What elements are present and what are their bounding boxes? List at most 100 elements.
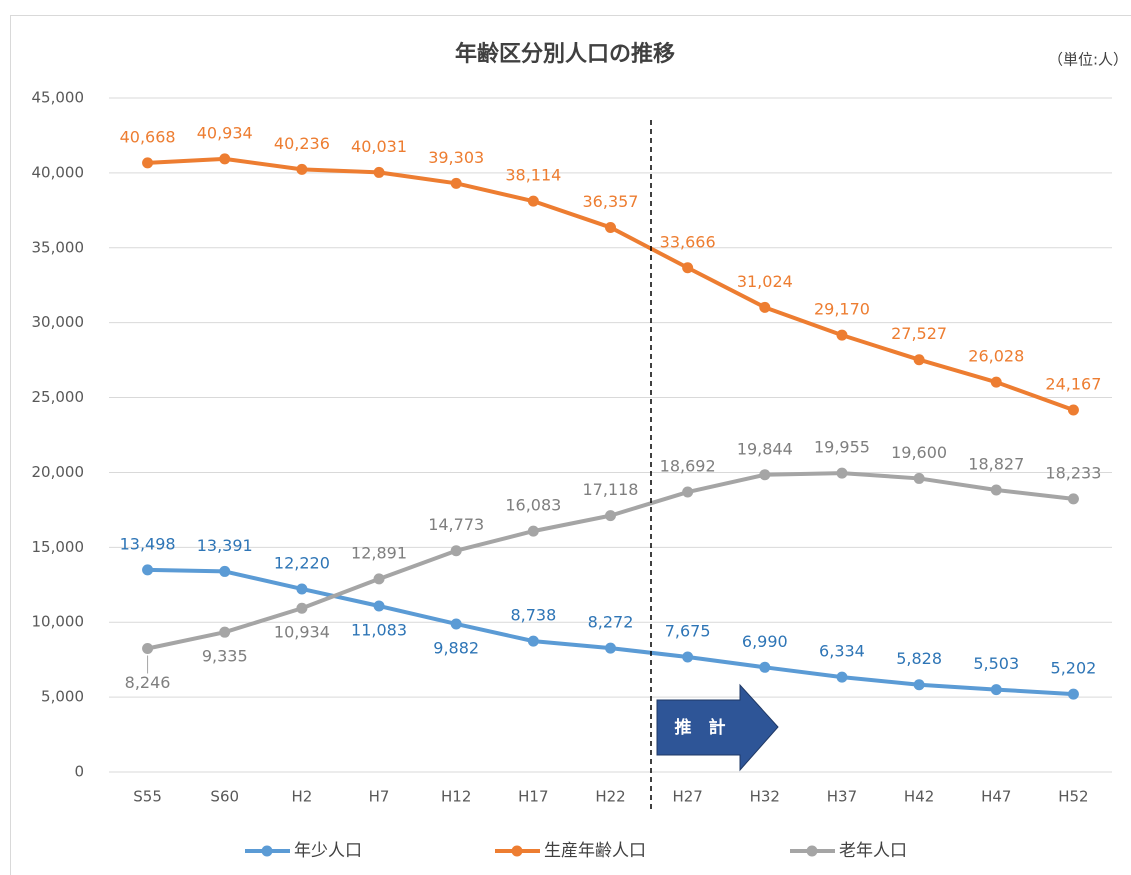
data-label: 9,882 xyxy=(433,638,479,657)
data-label: 19,600 xyxy=(891,443,947,462)
data-point xyxy=(296,583,308,595)
data-label: 38,114 xyxy=(505,166,561,185)
data-label: 40,236 xyxy=(274,134,330,153)
data-point xyxy=(527,525,539,537)
data-point xyxy=(450,177,462,189)
y-tick-label: 10,000 xyxy=(32,613,85,631)
data-label: 13,391 xyxy=(197,536,253,555)
data-label: 18,233 xyxy=(1045,463,1101,482)
chart-title: 年齢区分別人口の推移 xyxy=(455,41,675,67)
y-tick-label: 40,000 xyxy=(32,163,85,181)
data-label: 12,891 xyxy=(351,543,407,562)
x-tick-label: H7 xyxy=(369,788,390,806)
data-label: 40,031 xyxy=(351,137,407,156)
data-label: 9,335 xyxy=(202,647,248,666)
data-point xyxy=(1067,688,1079,700)
x-tick-label: H47 xyxy=(981,788,1011,806)
data-point xyxy=(682,262,694,274)
data-point xyxy=(1067,404,1079,416)
legend-label: 年少人口 xyxy=(294,841,362,861)
data-label: 19,955 xyxy=(814,438,870,457)
legend-item: 老年人口 xyxy=(790,841,907,861)
data-point xyxy=(605,510,616,522)
data-label: 12,220 xyxy=(274,553,330,572)
data-label: 14,773 xyxy=(428,515,484,534)
data-point xyxy=(527,195,539,207)
data-label: 5,828 xyxy=(896,649,942,668)
data-label: 11,083 xyxy=(351,621,407,640)
x-tick-label: H2 xyxy=(291,788,312,806)
data-point xyxy=(142,157,154,169)
data-label: 31,024 xyxy=(737,272,793,291)
data-point xyxy=(219,626,231,638)
data-point xyxy=(142,564,154,576)
data-label: 24,167 xyxy=(1045,375,1101,394)
x-tick-label: H22 xyxy=(595,788,625,806)
data-label: 6,334 xyxy=(819,642,865,661)
data-label: 16,083 xyxy=(505,496,561,515)
data-point xyxy=(142,642,154,654)
data-label: 5,202 xyxy=(1051,659,1097,678)
data-label: 10,934 xyxy=(274,623,330,642)
legend-marker xyxy=(261,845,273,857)
data-point xyxy=(990,376,1002,388)
legend-label: 老年人口 xyxy=(839,841,907,861)
legend-marker xyxy=(511,845,523,857)
data-label: 13,498 xyxy=(120,534,176,553)
data-point xyxy=(836,467,848,479)
data-point xyxy=(759,661,771,673)
x-tick-label: H17 xyxy=(518,788,548,806)
data-label: 40,668 xyxy=(120,127,176,146)
data-label: 40,934 xyxy=(197,123,253,142)
data-point xyxy=(296,602,308,614)
y-tick-label: 25,000 xyxy=(32,388,85,406)
data-point xyxy=(219,153,231,165)
y-tick-label: 35,000 xyxy=(32,238,85,256)
data-point xyxy=(913,472,925,484)
data-point xyxy=(913,354,925,366)
data-point xyxy=(605,221,616,233)
legend-label: 生産年齢人口 xyxy=(544,841,646,861)
unit-label: （単位:人） xyxy=(1048,51,1128,69)
data-label: 26,028 xyxy=(968,347,1024,366)
data-label: 8,246 xyxy=(125,673,171,692)
data-point xyxy=(605,642,616,654)
x-tick-label: H37 xyxy=(827,788,857,806)
x-tick-label: S60 xyxy=(210,788,239,806)
legend-marker xyxy=(806,845,818,857)
data-label: 33,666 xyxy=(660,232,716,251)
x-tick-label: S55 xyxy=(133,788,162,806)
forecast-label: 推 計 xyxy=(675,717,726,738)
forecast-arrow xyxy=(656,683,779,772)
data-point xyxy=(759,301,771,313)
data-point xyxy=(450,545,462,557)
y-tick-label: 5,000 xyxy=(41,688,84,706)
y-tick-label: 45,000 xyxy=(32,89,85,107)
data-label: 8,738 xyxy=(510,606,556,625)
data-point xyxy=(990,684,1002,696)
data-point xyxy=(836,329,848,341)
x-tick-label: H27 xyxy=(672,788,702,806)
data-point xyxy=(373,600,385,612)
y-tick-label: 0 xyxy=(74,763,84,781)
data-point xyxy=(990,484,1002,496)
data-point xyxy=(913,679,925,691)
data-point xyxy=(682,651,694,663)
data-label: 17,118 xyxy=(583,480,639,499)
legend-item: 生産年齢人口 xyxy=(495,841,646,861)
chart-frame xyxy=(10,15,1131,875)
data-point xyxy=(219,565,231,577)
data-label: 6,990 xyxy=(742,632,788,651)
data-point xyxy=(836,671,848,683)
data-point xyxy=(373,166,385,178)
data-label: 29,170 xyxy=(814,300,870,319)
x-tick-label: H32 xyxy=(750,788,780,806)
data-point xyxy=(450,618,462,630)
data-point xyxy=(759,469,771,481)
data-point xyxy=(373,573,385,585)
data-label: 27,527 xyxy=(891,324,947,343)
x-tick-label: H52 xyxy=(1058,788,1088,806)
data-label: 8,272 xyxy=(588,613,634,632)
data-label: 18,692 xyxy=(660,457,716,476)
